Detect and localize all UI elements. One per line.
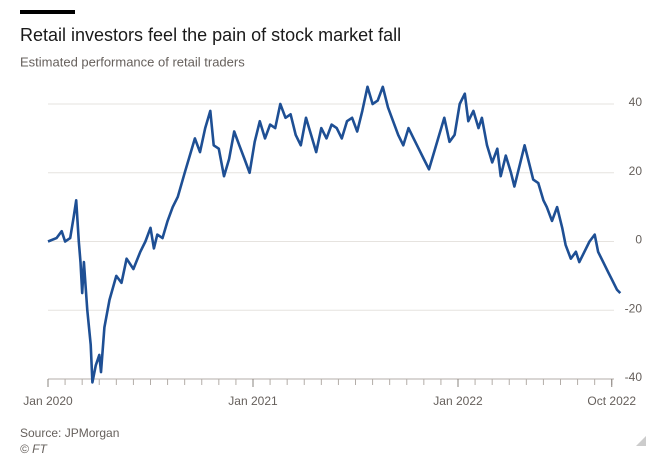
source: Source: JPMorgan [20, 426, 119, 440]
y-tick-label: -20 [625, 301, 643, 315]
brand-bar [20, 10, 75, 14]
data-line [47, 85, 622, 384]
x-tick-label: Jan 2022 [433, 394, 483, 408]
x-tick-label: Jan 2020 [23, 394, 73, 408]
y-tick-label: -40 [625, 370, 643, 384]
x-tick-label: Oct 2022 [587, 394, 636, 408]
credit: © FT [20, 442, 49, 456]
y-tick-label: 40 [629, 95, 643, 109]
x-tick-label: Jan 2021 [228, 394, 278, 408]
y-tick-label: 0 [635, 233, 642, 247]
chart-subtitle: Estimated performance of retail traders [20, 54, 245, 69]
chart-title: Retail investors feel the pain of stock … [20, 25, 401, 45]
y-tick-label: 20 [629, 164, 643, 178]
corner-icon [636, 436, 646, 446]
